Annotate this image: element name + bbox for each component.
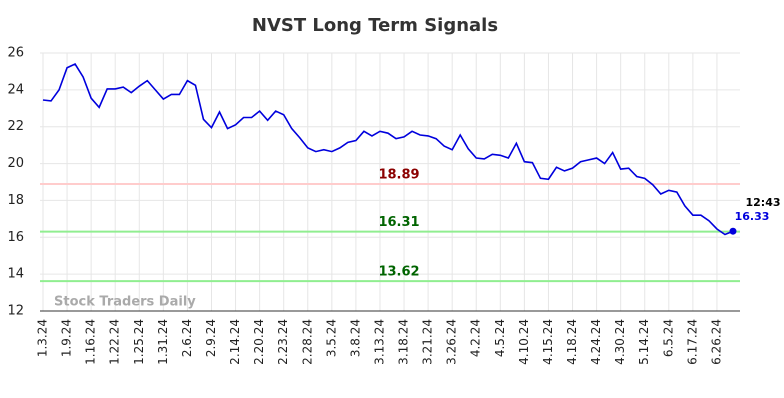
- x-tick-label: 1.22.24: [108, 319, 122, 365]
- price-line: [42, 63, 734, 236]
- signal-label: 18.89: [378, 168, 419, 183]
- y-tick-label: 16: [7, 230, 24, 245]
- x-tick-label: 3.13.24: [372, 319, 386, 365]
- x-tick-label: 1.25.24: [132, 319, 146, 365]
- last-time: 12:43: [745, 196, 780, 209]
- x-tick-label: 3.18.24: [397, 319, 411, 365]
- x-tick-label: 6.5.24: [661, 319, 675, 357]
- x-tick-label: 4.30.24: [613, 319, 627, 365]
- x-tick-label: 6.17.24: [685, 319, 699, 365]
- x-tick-label: 2.23.24: [276, 319, 290, 365]
- x-tick-label: 1.9.24: [60, 319, 74, 357]
- x-tick-label: 6.26.24: [709, 319, 723, 365]
- x-tick-label: 3.26.24: [445, 319, 459, 365]
- x-tick-label: 4.2.24: [469, 319, 483, 357]
- x-tick-label: 5.14.24: [637, 319, 651, 365]
- x-tick-label: 3.21.24: [421, 319, 435, 365]
- y-tick-label: 14: [7, 267, 24, 282]
- x-tick-label: 4.15.24: [541, 319, 555, 365]
- x-tick-label: 3.5.24: [324, 319, 338, 357]
- x-tick-label: 4.24.24: [589, 319, 603, 365]
- x-tick-label: 2.6.24: [180, 319, 194, 357]
- y-tick-label: 20: [7, 156, 24, 171]
- y-tick-label: 22: [7, 119, 24, 134]
- x-tick-label: 4.18.24: [565, 319, 579, 365]
- y-tick-label: 12: [7, 304, 24, 319]
- watermark: Stock Traders Daily: [54, 295, 196, 310]
- y-tick-label: 26: [7, 46, 24, 61]
- y-tick-label: 24: [7, 82, 24, 97]
- x-tick-label: 4.10.24: [517, 319, 531, 365]
- last-value: 16.33: [735, 210, 770, 223]
- chart-title: NVST Long Term Signals: [252, 15, 498, 36]
- x-tick-label: 4.5.24: [493, 319, 507, 357]
- x-tick-label: 2.28.24: [300, 319, 314, 365]
- last-point: [729, 227, 737, 235]
- y-tick-label: 18: [7, 193, 24, 208]
- x-tick-label: 2.20.24: [252, 319, 266, 365]
- x-tick-label: 2.14.24: [228, 319, 242, 365]
- x-tick-label: 1.3.24: [36, 319, 50, 357]
- x-tick-label: 2.9.24: [204, 319, 218, 357]
- signal-label: 16.31: [378, 215, 419, 230]
- x-tick-label: 1.16.24: [84, 319, 98, 365]
- x-tick-label: 3.8.24: [348, 319, 362, 357]
- x-tick-label: 1.31.24: [156, 319, 170, 365]
- signal-label: 13.62: [378, 265, 419, 280]
